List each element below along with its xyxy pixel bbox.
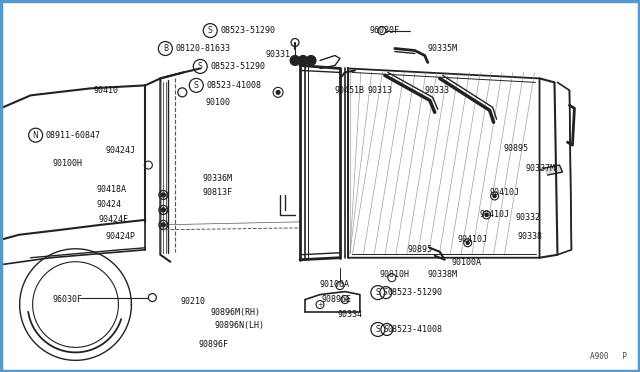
Text: 90332: 90332	[516, 214, 541, 222]
Text: 90896E: 90896E	[322, 295, 352, 304]
Text: 90813F: 90813F	[202, 189, 232, 198]
Text: 08523-51290: 08523-51290	[388, 288, 443, 297]
Text: 90410J: 90410J	[479, 211, 509, 219]
Circle shape	[298, 55, 308, 65]
Text: 90334: 90334	[338, 310, 363, 319]
Text: +: +	[317, 302, 323, 308]
Text: +: +	[300, 57, 306, 64]
Text: S: S	[376, 325, 380, 334]
Text: 90424F: 90424F	[99, 215, 129, 224]
Text: 90418A: 90418A	[97, 186, 127, 195]
Circle shape	[161, 208, 165, 212]
Text: +: +	[308, 57, 314, 64]
Circle shape	[276, 90, 280, 94]
Text: S: S	[194, 81, 198, 90]
Text: 90100A: 90100A	[320, 280, 350, 289]
Text: 08523-41008: 08523-41008	[388, 325, 443, 334]
Circle shape	[493, 195, 496, 198]
Text: 08523-51290: 08523-51290	[210, 62, 265, 71]
Text: S: S	[208, 26, 212, 35]
Text: S: S	[198, 62, 203, 71]
Text: S: S	[383, 288, 388, 297]
Text: 90333: 90333	[425, 86, 450, 95]
Text: 90313: 90313	[368, 86, 393, 95]
Text: 90424: 90424	[97, 201, 122, 209]
Text: 90895: 90895	[504, 144, 529, 153]
Text: 08120-81633: 08120-81633	[175, 44, 230, 53]
Text: +: +	[292, 57, 298, 64]
Polygon shape	[545, 165, 563, 175]
Text: A900   P: A900 P	[590, 352, 627, 361]
Text: 90337M: 90337M	[525, 164, 556, 173]
Text: 96030F: 96030F	[52, 295, 83, 304]
Text: 90896F: 90896F	[198, 340, 228, 349]
Text: 90338: 90338	[518, 232, 543, 241]
Text: 08523-41008: 08523-41008	[206, 81, 261, 90]
Text: 90100H: 90100H	[52, 158, 83, 167]
Text: 08911-60847: 08911-60847	[45, 131, 100, 140]
Text: +: +	[342, 296, 348, 302]
Text: 90410J: 90410J	[490, 189, 520, 198]
Text: 90335M: 90335M	[428, 44, 458, 53]
Circle shape	[485, 214, 488, 217]
Text: 96030F: 96030F	[370, 26, 400, 35]
Text: B: B	[163, 44, 168, 53]
Circle shape	[161, 193, 165, 197]
Circle shape	[161, 223, 165, 227]
Text: 90896M(RH): 90896M(RH)	[210, 308, 260, 317]
Text: 90100A: 90100A	[452, 258, 482, 267]
Text: 90338M: 90338M	[428, 270, 458, 279]
Text: 08523-51290: 08523-51290	[220, 26, 275, 35]
Text: S: S	[376, 288, 380, 297]
Text: 90336M: 90336M	[202, 173, 232, 183]
Text: 90410: 90410	[93, 86, 118, 95]
Text: 90424J: 90424J	[106, 145, 136, 155]
Circle shape	[466, 241, 469, 244]
Text: N: N	[33, 131, 38, 140]
Text: 90331: 90331	[265, 50, 290, 59]
Text: 90424P: 90424P	[106, 232, 136, 241]
Text: S: S	[385, 325, 389, 334]
Circle shape	[290, 55, 300, 65]
Text: 90210: 90210	[180, 297, 205, 306]
Circle shape	[306, 55, 316, 65]
Text: 90810H: 90810H	[380, 270, 410, 279]
Text: 90451B: 90451B	[335, 86, 365, 95]
Text: 90410J: 90410J	[458, 235, 488, 244]
Text: 90895: 90895	[408, 245, 433, 254]
Text: 90100: 90100	[205, 98, 230, 107]
Text: 90896N(LH): 90896N(LH)	[214, 321, 264, 330]
